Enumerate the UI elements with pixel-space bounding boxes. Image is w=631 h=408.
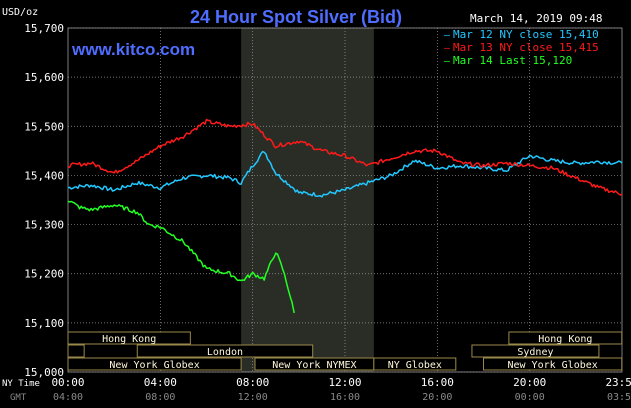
legend-marker: — — [444, 56, 451, 67]
x-tick-label-ny: 23:59 — [605, 376, 631, 389]
chart-title: 24 Hour Spot Silver (Bid) — [190, 7, 402, 27]
y-tick-label: 15,300 — [24, 219, 64, 232]
session-label: NY Globex — [388, 360, 442, 371]
x-tick-label-gmt: 20:00 — [422, 392, 452, 403]
x-tick-label-ny: 00:00 — [51, 376, 84, 389]
x-tick-label-ny: 08:00 — [236, 376, 269, 389]
x-tick-label-gmt: 04:00 — [53, 392, 83, 403]
y-tick-label: 15,600 — [24, 71, 64, 84]
timestamp: March 14, 2019 09:48 — [470, 12, 602, 25]
y-tick-label: 15,500 — [24, 120, 64, 133]
market-sessions: Hong Kong Hong Kong London Sydney New York G… — [67, 331, 623, 371]
legend: — Mar 12 NY close 15,410— Mar 13 NY close … — [444, 28, 599, 67]
session-bar — [471, 344, 600, 358]
session-bar — [67, 357, 242, 371]
plot-area — [67, 27, 623, 373]
session-bar — [67, 331, 191, 345]
watermark: www.kitco.com — [71, 40, 195, 59]
session-label: New York Globex — [507, 360, 597, 371]
session-bar — [136, 344, 314, 358]
legend-marker: — — [444, 43, 451, 54]
plot-frame — [67, 27, 623, 373]
session-label: Sydney — [517, 347, 553, 358]
legend-entry: Mar 12 NY close 15,410 — [453, 28, 599, 41]
session-bar — [508, 331, 623, 345]
session-label: Hong Kong — [102, 334, 156, 345]
x-tick-label-gmt: 12:00 — [238, 392, 268, 403]
x-tick-label-ny: 16:00 — [421, 376, 454, 389]
session-bar — [67, 344, 85, 358]
y-tick-label: 15,100 — [24, 317, 64, 330]
legend-entry: Mar 13 NY close 15,415 — [453, 41, 599, 54]
x-tick-label-ny: 20:00 — [513, 376, 546, 389]
unit-label: USD/oz — [2, 7, 38, 18]
session-label: Hong Kong — [538, 334, 592, 345]
y-tick-label: 15,400 — [24, 169, 64, 182]
series-line-3 — [67, 200, 295, 314]
y-tick-label: 15,200 — [24, 268, 64, 281]
session-bar — [373, 357, 457, 371]
session-label: New York NYMEX — [272, 360, 356, 371]
session-label: London — [207, 347, 243, 358]
x-tick-label-gmt: 00:00 — [515, 392, 545, 403]
x-tick-label-ny: 04:00 — [144, 376, 177, 389]
x-tick-label-gmt: 08:00 — [145, 392, 175, 403]
highlight-band — [241, 28, 374, 372]
x-tick-label-gmt: 16:00 — [330, 392, 360, 403]
series-line-2 — [67, 118, 623, 196]
session-bar — [483, 357, 623, 371]
session-label: New York Globex — [109, 360, 199, 371]
legend-entry: Mar 14 Last 15,120 — [453, 54, 572, 67]
legend-marker: — — [444, 30, 451, 41]
x-row-label-gmt: GMT — [10, 393, 27, 403]
x-row-label-ny: NY Time — [2, 379, 40, 389]
x-tick-label-ny: 12:00 — [328, 376, 361, 389]
axes: 15,000 15,100 15,200 15,300 15,400 15,500 15,6… — [2, 22, 631, 403]
y-tick-label: 15,000 — [24, 366, 64, 379]
series-line-1 — [67, 150, 623, 198]
y-tick-label: 15,700 — [24, 22, 64, 35]
x-tick-label-gmt: 03:59 — [607, 392, 631, 403]
